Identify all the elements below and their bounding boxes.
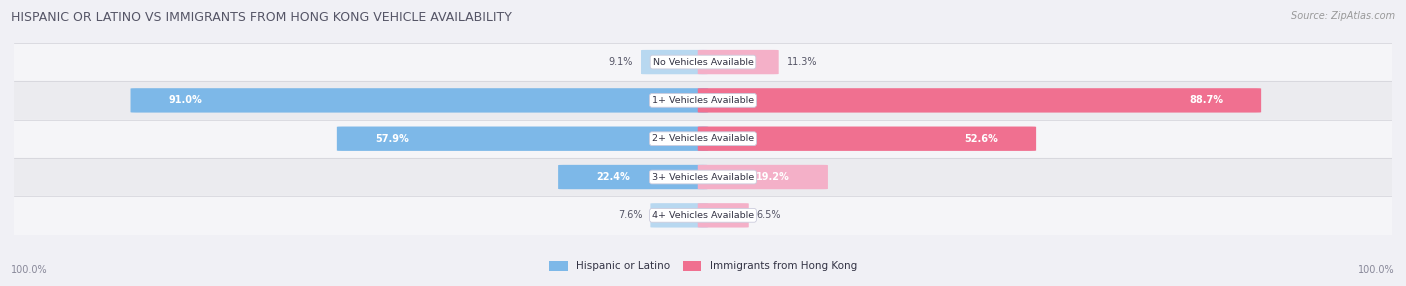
Text: 11.3%: 11.3% bbox=[786, 57, 817, 67]
Text: 6.5%: 6.5% bbox=[756, 210, 782, 220]
Text: 100.0%: 100.0% bbox=[11, 265, 48, 275]
FancyBboxPatch shape bbox=[337, 126, 709, 151]
FancyBboxPatch shape bbox=[651, 203, 709, 228]
FancyBboxPatch shape bbox=[558, 165, 709, 189]
Text: 57.9%: 57.9% bbox=[375, 134, 409, 144]
FancyBboxPatch shape bbox=[697, 126, 1036, 151]
Text: 22.4%: 22.4% bbox=[596, 172, 630, 182]
Text: 1+ Vehicles Available: 1+ Vehicles Available bbox=[652, 96, 754, 105]
Text: 88.7%: 88.7% bbox=[1189, 96, 1223, 105]
FancyBboxPatch shape bbox=[697, 165, 828, 189]
Text: 4+ Vehicles Available: 4+ Vehicles Available bbox=[652, 211, 754, 220]
FancyBboxPatch shape bbox=[697, 50, 779, 74]
Text: 91.0%: 91.0% bbox=[169, 96, 202, 105]
Text: HISPANIC OR LATINO VS IMMIGRANTS FROM HONG KONG VEHICLE AVAILABILITY: HISPANIC OR LATINO VS IMMIGRANTS FROM HO… bbox=[11, 11, 512, 24]
FancyBboxPatch shape bbox=[697, 203, 749, 228]
Text: 19.2%: 19.2% bbox=[756, 172, 790, 182]
FancyBboxPatch shape bbox=[641, 50, 709, 74]
Bar bbox=[14, 43, 1392, 81]
Bar bbox=[14, 158, 1392, 196]
Text: 7.6%: 7.6% bbox=[619, 210, 643, 220]
FancyBboxPatch shape bbox=[697, 88, 1261, 113]
Text: 52.6%: 52.6% bbox=[965, 134, 998, 144]
Text: No Vehicles Available: No Vehicles Available bbox=[652, 57, 754, 67]
Legend: Hispanic or Latino, Immigrants from Hong Kong: Hispanic or Latino, Immigrants from Hong… bbox=[548, 261, 858, 271]
Text: 9.1%: 9.1% bbox=[609, 57, 633, 67]
FancyBboxPatch shape bbox=[131, 88, 709, 113]
Bar bbox=[14, 196, 1392, 235]
Text: 2+ Vehicles Available: 2+ Vehicles Available bbox=[652, 134, 754, 143]
Bar bbox=[14, 120, 1392, 158]
Text: 3+ Vehicles Available: 3+ Vehicles Available bbox=[652, 172, 754, 182]
Text: 100.0%: 100.0% bbox=[1358, 265, 1395, 275]
Bar bbox=[14, 81, 1392, 120]
Text: Source: ZipAtlas.com: Source: ZipAtlas.com bbox=[1291, 11, 1395, 21]
